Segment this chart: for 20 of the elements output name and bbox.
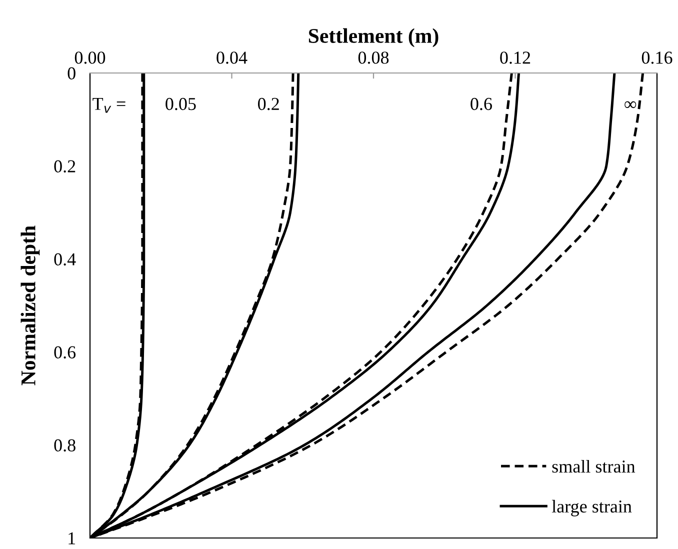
x-tick-label: 0.00 [74,52,106,64]
annotation: ∞ [624,101,636,108]
x-tick-label: 0.08 [358,52,389,64]
annotation: 0.2 [258,98,279,110]
annotation: 0.6 [470,98,492,110]
y-tick-label: 0.8 [54,439,76,452]
y-tick-label: 1 [68,532,76,544]
y-tick-label: 0.2 [54,160,76,173]
x-tick-label: 0.12 [500,52,530,64]
y-tick-label: 0.6 [54,346,76,359]
legend-label: small strain [552,460,636,473]
legend-label: large strain [552,500,632,516]
x-tick-label: 0.04 [216,52,248,64]
y-tick-label: 0.4 [54,253,76,266]
x-axis-title: Settlement (m) [308,28,438,48]
annotation: 0.05 [166,98,196,110]
y-axis-title: Normalized depth [20,226,40,386]
x-tick-label: 0.16 [642,52,672,64]
y-tick-label: 0 [68,67,76,80]
annotation: T$_{v}$ = [92,98,126,113]
